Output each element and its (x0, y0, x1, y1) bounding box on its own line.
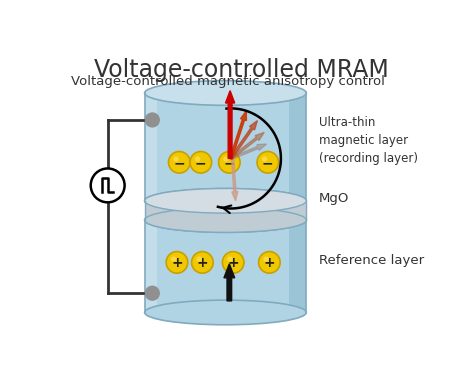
Circle shape (145, 286, 159, 300)
Circle shape (262, 156, 267, 162)
Circle shape (171, 257, 176, 262)
Circle shape (169, 152, 190, 173)
Circle shape (222, 252, 244, 273)
Circle shape (223, 156, 229, 162)
Text: −: − (173, 156, 185, 170)
Circle shape (192, 252, 213, 273)
Text: −: − (262, 156, 274, 170)
Ellipse shape (145, 188, 306, 213)
Circle shape (196, 257, 202, 262)
FancyArrow shape (226, 91, 235, 158)
Text: Voltage-controlled magnetic anisotropy control: Voltage-controlled magnetic anisotropy c… (71, 75, 385, 88)
Circle shape (195, 156, 200, 162)
Bar (145, 93, 306, 201)
Circle shape (258, 252, 280, 273)
Ellipse shape (145, 81, 306, 105)
FancyArrow shape (230, 144, 266, 160)
Text: +: + (171, 256, 183, 270)
Circle shape (257, 152, 279, 173)
Circle shape (91, 168, 125, 202)
Text: Reference layer: Reference layer (319, 254, 424, 267)
FancyArrow shape (230, 132, 264, 160)
Text: Voltage-controlled MRAM: Voltage-controlled MRAM (94, 58, 388, 82)
Ellipse shape (145, 208, 306, 232)
Bar (145, 220, 306, 312)
FancyArrow shape (231, 154, 238, 201)
Text: Ultra-thin
magnetic layer
(recording layer): Ultra-thin magnetic layer (recording lay… (319, 116, 418, 165)
Circle shape (173, 156, 179, 162)
Ellipse shape (145, 208, 306, 232)
FancyArrow shape (224, 264, 235, 301)
Bar (289, 93, 306, 201)
FancyArrow shape (230, 111, 246, 159)
Circle shape (227, 257, 233, 262)
Circle shape (145, 113, 159, 127)
Text: −: − (224, 156, 235, 170)
Circle shape (190, 152, 212, 173)
Bar (145, 220, 157, 312)
Circle shape (264, 257, 269, 262)
Text: −: − (195, 156, 207, 170)
Bar (289, 220, 306, 312)
Bar (145, 201, 306, 220)
Text: MgO: MgO (319, 192, 349, 205)
FancyArrow shape (230, 121, 258, 159)
Ellipse shape (145, 300, 306, 325)
Text: +: + (264, 256, 275, 270)
Circle shape (166, 252, 188, 273)
Circle shape (219, 152, 240, 173)
Ellipse shape (145, 188, 306, 213)
Text: +: + (196, 256, 208, 270)
Bar (145, 93, 157, 201)
Text: +: + (227, 256, 239, 270)
